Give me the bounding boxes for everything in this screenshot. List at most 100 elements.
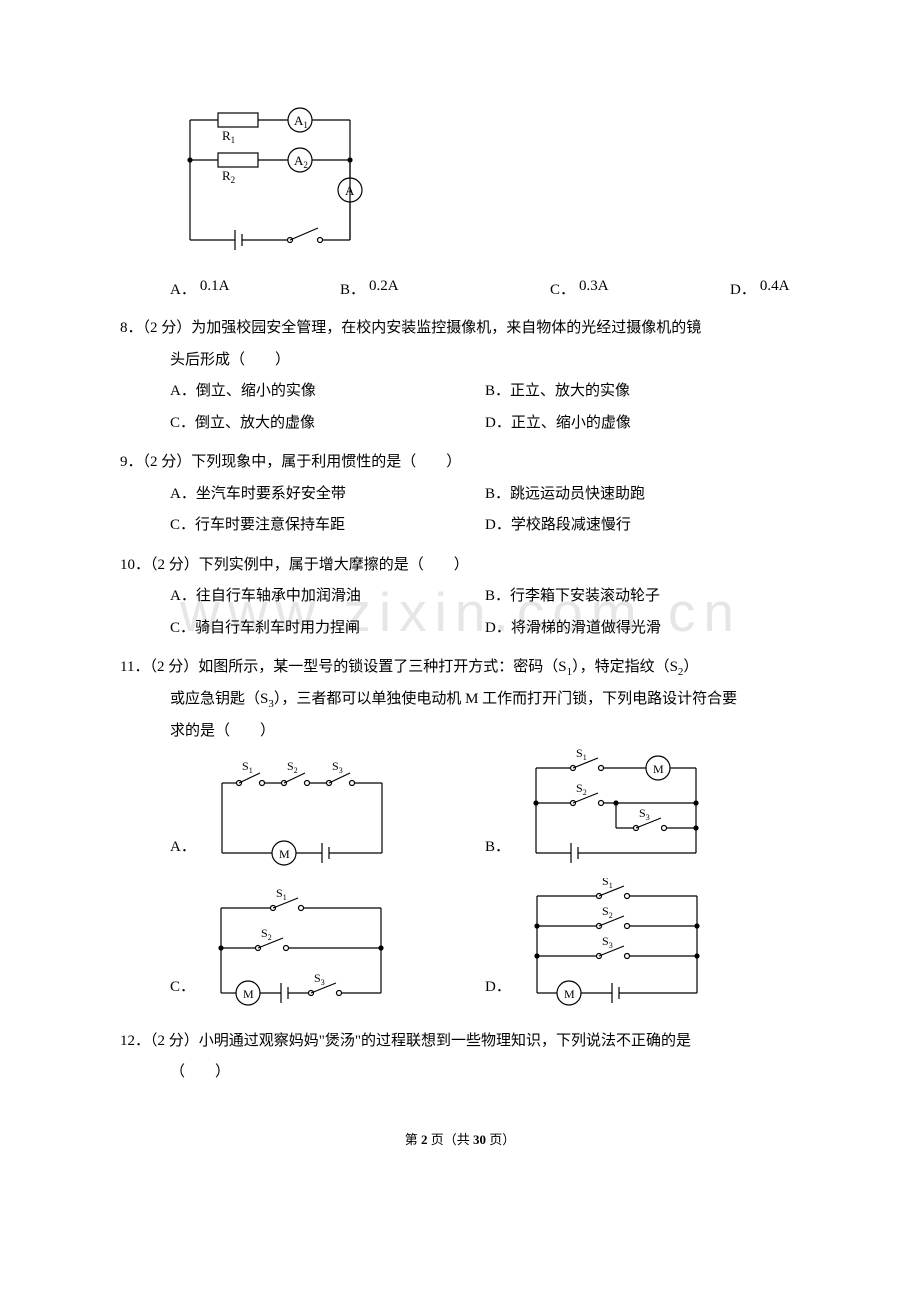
option-text: 将滑梯的滑道做得光滑	[511, 620, 661, 636]
circuit-a-svg: S1 S2 S3 M	[202, 758, 402, 868]
footer-mid: 页（共	[427, 1132, 473, 1147]
q7-option-d: D． 0.4A	[730, 278, 789, 299]
q-stem: 下列实例中，属于增大摩擦的是（ ）	[199, 557, 469, 573]
option-text: 正立、放大的实像	[510, 383, 630, 399]
svg-text:M: M	[653, 762, 664, 776]
q-stem-part: ），特定指纹（S	[572, 659, 678, 675]
svg-text:R1: R1	[222, 128, 235, 145]
svg-text:R2: R2	[222, 168, 235, 185]
q10-option-d: D．将滑梯的滑道做得光滑	[485, 613, 800, 645]
q9-option-b: B．跳远运动员快速助跑	[485, 479, 800, 511]
question-12: 12．（2 分）小明通过观察妈妈"煲汤"的过程联想到一些物理知识，下列说法不正确…	[120, 1026, 800, 1089]
svg-text:S3: S3	[332, 759, 343, 775]
q7-option-a: A． 0.1A	[170, 278, 340, 299]
option-text: 跳远运动员快速助跑	[510, 486, 645, 502]
q-stem-line2: （ ）	[170, 1057, 800, 1089]
q10-option-b: B．行李箱下安装滚动轮子	[485, 581, 800, 613]
q8-option-b: B．正立、放大的实像	[485, 376, 800, 408]
q11-circuit-options: A．	[170, 748, 800, 1018]
q7-option-b: B． 0.2A	[340, 278, 550, 299]
option-text: 行车时要注意保持车距	[195, 517, 345, 533]
svg-text:S2: S2	[287, 759, 298, 775]
svg-text:S1: S1	[242, 759, 253, 775]
q-points: （2 分）	[143, 320, 192, 336]
option-text: 0.4A	[760, 278, 790, 299]
q7-options-row: A． 0.1A B． 0.2A C． 0.3A D． 0.4A	[170, 278, 800, 299]
circuit-b-svg: S1 M S2 S3	[516, 748, 716, 868]
option-label: D．	[730, 278, 756, 299]
page-content: R1 R2 A1 A2 A A． 0.1A B． 0.2A C． 0.3A	[120, 100, 800, 1148]
q11-option-a: A．	[170, 748, 485, 868]
option-text: 0.2A	[369, 278, 399, 299]
svg-text:S1: S1	[276, 888, 287, 902]
option-text: 正立、缩小的虚像	[511, 415, 631, 431]
option-text: 0.3A	[579, 278, 609, 299]
option-label: C．	[550, 278, 575, 299]
q7-circuit-diagram: R1 R2 A1 A2 A	[170, 100, 800, 260]
q11-option-c: C．	[170, 878, 485, 1008]
option-label: B．	[340, 278, 365, 299]
q-stem: 为加强校园安全管理，在校内安装监控摄像机，来自物体的光经过摄像机的镜	[191, 320, 701, 336]
svg-text:S2: S2	[261, 926, 272, 942]
svg-text:A2: A2	[294, 153, 308, 170]
svg-text:A: A	[345, 183, 355, 198]
q-points: （2 分）	[143, 454, 192, 470]
svg-text:M: M	[243, 987, 254, 1001]
q-stem-line2: 头后形成（ ）	[170, 345, 800, 377]
option-label: A．	[170, 832, 196, 864]
q-stem-line3: 求的是（ ）	[170, 716, 800, 748]
q8-option-c: C．倒立、放大的虚像	[170, 408, 485, 440]
q8-option-a: A．倒立、缩小的实像	[170, 376, 485, 408]
q-stem-part: ）	[683, 659, 698, 675]
q-points: （2 分）	[149, 659, 198, 675]
q7-option-c: C． 0.3A	[550, 278, 730, 299]
q-number: 12．	[120, 1033, 150, 1049]
q-stem: 下列现象中，属于利用惯性的是（ ）	[191, 454, 461, 470]
option-label: D．	[485, 972, 511, 1004]
option-text: 骑自行车刹车时用力捏闸	[195, 620, 360, 636]
option-text: 学校路段减速慢行	[511, 517, 631, 533]
footer-total: 30	[473, 1132, 486, 1147]
q11-option-b: B．	[485, 748, 800, 868]
q11-option-d: D．	[485, 878, 800, 1008]
q8-options: A．倒立、缩小的实像 C．倒立、放大的虚像 B．正立、放大的实像 D．正立、缩小…	[170, 376, 800, 439]
q10-option-a: A．往自行车轴承中加润滑油	[170, 581, 485, 613]
q-number: 9．	[120, 454, 143, 470]
option-label: B．	[485, 832, 510, 864]
q8-option-d: D．正立、缩小的虚像	[485, 408, 800, 440]
circuit-d-svg: S1 S2 S3 M	[517, 878, 717, 1008]
footer-pre: 第	[405, 1132, 421, 1147]
q-stem: 小明通过观察妈妈"煲汤"的过程联想到一些物理知识，下列说法不正确的是	[199, 1033, 691, 1049]
footer-post: 页）	[486, 1132, 515, 1147]
option-text: 倒立、放大的虚像	[195, 415, 315, 431]
q-number: 8．	[120, 320, 143, 336]
q9-option-a: A．坐汽车时要系好安全带	[170, 479, 485, 511]
svg-text:S1: S1	[602, 878, 613, 890]
q-stem-part: ），三者都可以单独使电动机 M 工作而打开门锁，下列电路设计符合要	[274, 691, 737, 707]
question-11: 11．（2 分）如图所示，某一型号的锁设置了三种打开方式：密码（S1），特定指纹…	[120, 652, 800, 1018]
page-footer: 第 2 页（共 30 页）	[120, 1129, 800, 1148]
svg-text:M: M	[279, 847, 290, 861]
option-text: 往自行车轴承中加润滑油	[196, 588, 361, 604]
q-number: 10．	[120, 557, 150, 573]
svg-text:S1: S1	[576, 748, 587, 762]
q9-option-d: D．学校路段减速慢行	[485, 510, 800, 542]
svg-text:S2: S2	[576, 781, 587, 797]
question-9: 9．（2 分）下列现象中，属于利用惯性的是（ ） A．坐汽车时要系好安全带 C．…	[120, 447, 800, 542]
circuit-c-svg: S1 S2 S3 M	[201, 888, 401, 1008]
svg-text:A1: A1	[294, 113, 308, 130]
q-number: 11．	[120, 659, 149, 675]
q10-options: A．往自行车轴承中加润滑油 C．骑自行车刹车时用力捏闸 B．行李箱下安装滚动轮子…	[170, 581, 800, 644]
option-label: C．	[170, 972, 195, 1004]
svg-text:S3: S3	[639, 806, 650, 822]
option-label: A．	[170, 278, 196, 299]
svg-text:S3: S3	[314, 971, 325, 987]
q-stem-part: 或应急钥匙（S	[170, 691, 268, 707]
q9-option-c: C．行车时要注意保持车距	[170, 510, 485, 542]
q-points: （2 分）	[150, 557, 199, 573]
question-10: 10．（2 分）下列实例中，属于增大摩擦的是（ ） A．往自行车轴承中加润滑油 …	[120, 550, 800, 645]
option-text: 行李箱下安装滚动轮子	[510, 588, 660, 604]
option-text: 坐汽车时要系好安全带	[196, 486, 346, 502]
q-points: （2 分）	[150, 1033, 199, 1049]
q9-options: A．坐汽车时要系好安全带 C．行车时要注意保持车距 B．跳远运动员快速助跑 D．…	[170, 479, 800, 542]
